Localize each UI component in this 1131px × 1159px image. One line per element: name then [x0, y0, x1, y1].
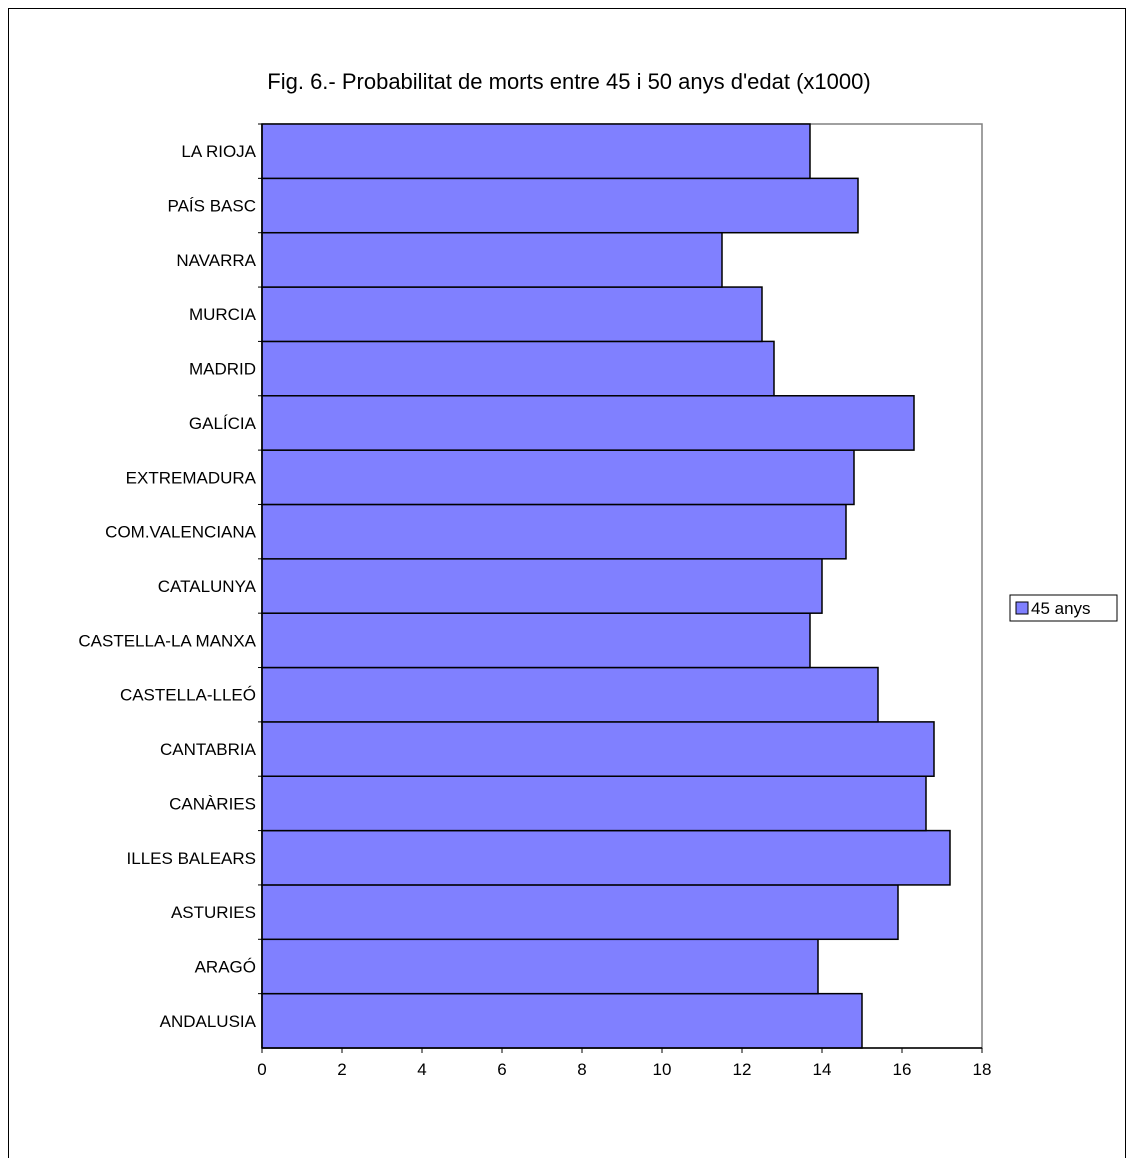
bar-murcia	[261, 286, 763, 343]
category-label: ILLES BALEARS	[127, 849, 256, 868]
x-tick-label: 2	[337, 1060, 346, 1079]
x-tick-label: 6	[497, 1060, 506, 1079]
bar-madrid	[261, 340, 775, 397]
chart-title: Fig. 6.- Probabilitat de morts entre 45 …	[267, 69, 870, 94]
category-label: CASTELLA-LLEÓ	[120, 686, 256, 705]
category-label: ANDALUSIA	[160, 1012, 257, 1031]
bar-illes-balears	[261, 829, 951, 886]
category-label: NAVARRA	[176, 251, 256, 270]
bar-arag-	[261, 938, 819, 995]
bar-can-ries	[261, 775, 927, 832]
bar-navarra	[261, 231, 723, 288]
bar-asturies	[261, 884, 899, 941]
bar-gal-cia	[261, 395, 915, 451]
x-tick-label: 16	[893, 1060, 912, 1079]
bar-chart: Fig. 6.- Probabilitat de morts entre 45 …	[78, 69, 1118, 1079]
category-label: CASTELLA-LA MANXA	[78, 631, 256, 650]
category-label: GALÍCIA	[189, 414, 257, 433]
axes	[258, 123, 982, 1049]
x-tick-label: 18	[973, 1060, 992, 1079]
category-label: PAÍS BASC	[168, 197, 257, 216]
category-label: CANTABRIA	[160, 740, 257, 759]
category-label: CATALUNYA	[158, 577, 257, 596]
bar-la-rioja	[261, 123, 811, 180]
bar-com-valenciana	[261, 503, 847, 560]
bars-group	[261, 123, 951, 1049]
x-tick-label: 4	[417, 1060, 426, 1079]
bar-andalusia	[261, 992, 863, 1049]
legend-swatch	[1015, 601, 1029, 615]
legend: 45 anys	[1009, 594, 1118, 622]
bar-cantabria	[261, 721, 935, 777]
x-axis-ticks: 0 2 4 6 8 10 12 14 16 18	[257, 1048, 991, 1079]
bar-extremadura	[261, 449, 855, 506]
bar-pa-s-basc	[261, 177, 859, 234]
category-label: MADRID	[189, 360, 256, 379]
x-tick-label: 8	[577, 1060, 586, 1079]
category-label: COM.VALENCIANA	[105, 523, 256, 542]
x-tick-label: 12	[733, 1060, 752, 1079]
category-label: CANÀRIES	[169, 794, 256, 813]
bar-castella-la-manxa	[261, 612, 811, 669]
bar-catalunya	[261, 558, 823, 614]
legend-label: 45 anys	[1031, 599, 1091, 618]
category-label: LA RIOJA	[181, 142, 256, 161]
category-label: ASTURIES	[171, 903, 256, 922]
category-label: ARAGÓ	[195, 957, 256, 976]
x-tick-label: 0	[257, 1060, 266, 1079]
category-label: EXTREMADURA	[126, 468, 257, 487]
x-tick-label: 14	[813, 1060, 832, 1079]
x-tick-label: 10	[653, 1060, 672, 1079]
chart-frame: Fig. 6.- Probabilitat de morts entre 45 …	[8, 8, 1126, 1158]
category-label: MURCIA	[189, 305, 257, 324]
category-labels: ANDALUSIA ARAGÓ ASTURIES ILLES BALEARS CANÀR…	[78, 142, 256, 1031]
bar-castella-lle-	[261, 666, 879, 723]
